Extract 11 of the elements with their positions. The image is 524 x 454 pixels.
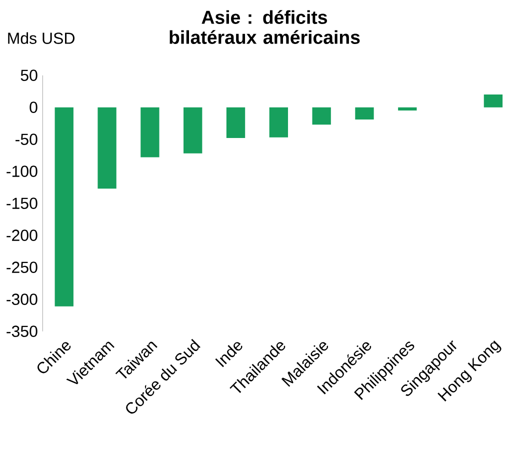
y-tick-label: -300 xyxy=(6,294,38,305)
y-tick-label: -50 xyxy=(16,134,38,145)
y-tick-label: -100 xyxy=(6,166,38,177)
y-tick-label: -150 xyxy=(6,198,38,209)
y-tick-label: 0 xyxy=(30,102,38,113)
y-tick-label: -250 xyxy=(6,262,38,273)
y-tick-label: 50 xyxy=(20,70,38,81)
y-axis-title: Mds USD xyxy=(8,32,75,44)
y-tick-label: -350 xyxy=(6,326,38,337)
chart-title: Asie : déficits bilatéraux américains xyxy=(170,10,360,44)
y-tick-label: -200 xyxy=(6,230,38,241)
